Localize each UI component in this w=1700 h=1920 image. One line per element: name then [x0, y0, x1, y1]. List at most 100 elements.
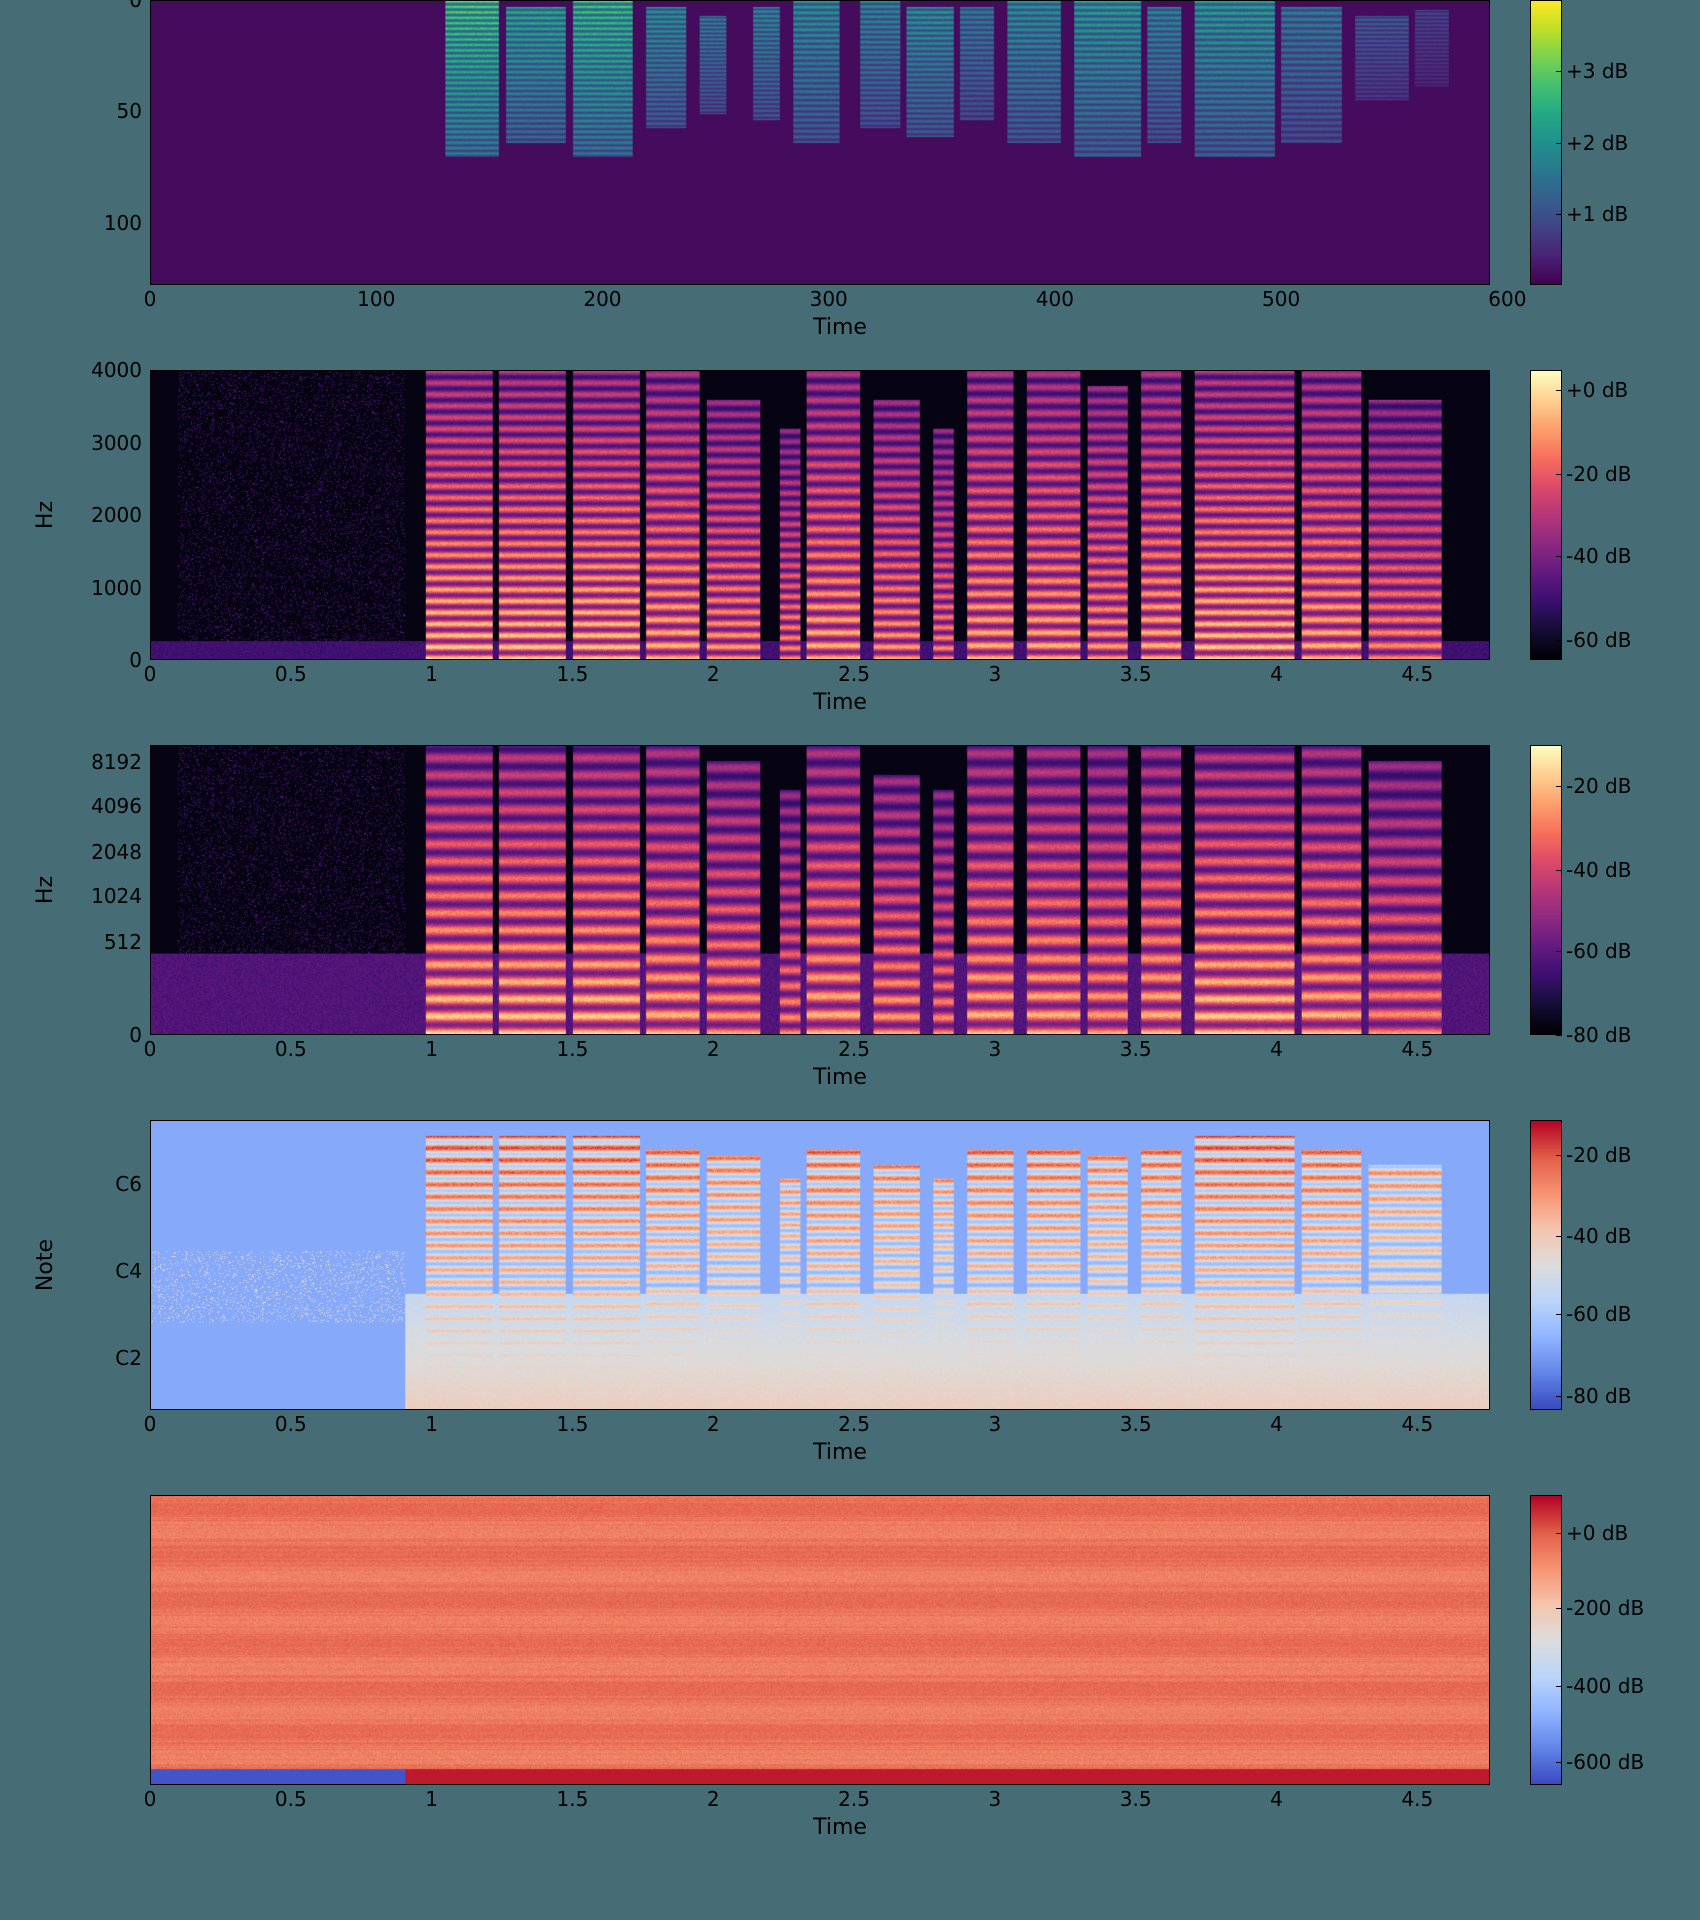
- colorbar-tick: -20 dB: [1566, 1143, 1631, 1167]
- colorbar-tick: +2 dB: [1566, 131, 1628, 155]
- colorbar-ticks: -80 dB-60 dB-40 dB-20 dB: [1562, 1120, 1680, 1410]
- x-axis-label: Time: [150, 315, 1530, 370]
- ylabel-slot: [20, 0, 70, 285]
- x-tick: 0: [144, 1787, 157, 1811]
- x-tick: 1.5: [557, 1787, 589, 1811]
- y-tick: 512: [104, 930, 142, 954]
- x-axis-label: Time: [150, 1815, 1530, 1870]
- spectrogram-canvas: [151, 371, 1489, 659]
- x-tick: 3.5: [1120, 1037, 1152, 1061]
- x-tick: 2: [707, 662, 720, 686]
- colorbar: +1 dB +2 dB +3 dB: [1530, 0, 1680, 285]
- y-axis-label: Hz: [33, 501, 58, 529]
- spectrogram-figure: 050100+1 dB+2 dB+3 dB0100200300400500600…: [0, 0, 1700, 1910]
- x-tick: 3: [989, 1037, 1002, 1061]
- colorbar-tick: -40 dB: [1566, 544, 1631, 568]
- colorbar-tick: +3 dB: [1566, 59, 1628, 83]
- colorbar-tick: -60 dB: [1566, 1302, 1631, 1326]
- y-tick: 2000: [91, 503, 142, 527]
- colorbar-tick: -20 dB: [1566, 774, 1631, 798]
- panel-p3: NoteC2C4C6-80 dB-60 dB-40 dB-20 dB: [20, 1120, 1680, 1410]
- x-tick: 3: [989, 1412, 1002, 1436]
- colorbar-tick: -40 dB: [1566, 858, 1631, 882]
- spectrogram-canvas: [151, 1, 1489, 284]
- colorbar-tick: -80 dB: [1566, 1023, 1631, 1047]
- x-tick: 600: [1488, 287, 1526, 311]
- spectrogram-canvas: [151, 1496, 1489, 1784]
- x-tick: 4: [1270, 1412, 1283, 1436]
- y-axis-label: Hz: [33, 876, 58, 904]
- x-tick: 0.5: [275, 1787, 307, 1811]
- y-tick: 0: [129, 1023, 142, 1047]
- colorbar-tick: -20 dB: [1566, 462, 1631, 486]
- x-tick: 2.5: [838, 1412, 870, 1436]
- x-ticks: 00.511.522.533.544.5: [150, 1035, 1530, 1065]
- y-tick: 4000: [91, 358, 142, 382]
- y-tick: 4096: [91, 794, 142, 818]
- x-tick: 4: [1270, 662, 1283, 686]
- y-tick: C6: [115, 1172, 142, 1196]
- colorbar-canvas: [1531, 1121, 1561, 1409]
- x-tick: 1: [425, 1787, 438, 1811]
- x-tick: 3.5: [1120, 662, 1152, 686]
- x-tick: 1.5: [557, 662, 589, 686]
- ylabel-slot: Note: [20, 1120, 70, 1410]
- x-tick: 2.5: [838, 1787, 870, 1811]
- x-tick: 3.5: [1120, 1787, 1152, 1811]
- x-tick: 400: [1036, 287, 1074, 311]
- x-tick: 0: [144, 287, 157, 311]
- ylabel-slot: Hz: [20, 745, 70, 1035]
- x-ticks: 00.511.522.533.544.5: [150, 1410, 1530, 1440]
- plot-area: [150, 370, 1490, 660]
- x-ticks: 00.511.522.533.544.5: [150, 1785, 1530, 1815]
- colorbar-tick: -80 dB: [1566, 1384, 1631, 1408]
- colorbar-canvas: [1531, 1496, 1561, 1784]
- x-tick: 4: [1270, 1037, 1283, 1061]
- y-ticks: 01000200030004000: [70, 370, 150, 660]
- colorbar-tick: -60 dB: [1566, 939, 1631, 963]
- colorbar-ticks: +1 dB +2 dB +3 dB: [1562, 0, 1680, 285]
- colorbar-tick: -60 dB: [1566, 628, 1631, 652]
- x-tick: 0.5: [275, 1412, 307, 1436]
- y-tick: 8192: [91, 750, 142, 774]
- y-tick: 2048: [91, 840, 142, 864]
- y-tick: C2: [115, 1346, 142, 1370]
- y-tick: 1000: [91, 576, 142, 600]
- x-ticks: 00.511.522.533.544.5: [150, 660, 1530, 690]
- x-tick: 500: [1262, 287, 1300, 311]
- x-tick: 1.5: [557, 1037, 589, 1061]
- y-tick: 1024: [91, 884, 142, 908]
- y-tick: 0: [129, 0, 142, 12]
- plot-area: [150, 745, 1490, 1035]
- ylabel-slot: Hz: [20, 370, 70, 660]
- x-tick: 1.5: [557, 1412, 589, 1436]
- y-ticks: [70, 1495, 150, 1785]
- colorbar-ticks: -80 dB-60 dB-40 dB-20 dB: [1562, 745, 1680, 1035]
- panel-p0: 050100+1 dB+2 dB+3 dB: [20, 0, 1680, 285]
- y-axis-label: Note: [33, 1239, 58, 1291]
- colorbar: -600 dB-400 dB-200 dB+0 dB: [1530, 1495, 1680, 1785]
- panel-p1: Hz01000200030004000-60 dB-40 dB-20 dB+0 …: [20, 370, 1680, 660]
- x-tick: 300: [810, 287, 848, 311]
- y-ticks: C2C4C6: [70, 1120, 150, 1410]
- x-tick: 4.5: [1401, 1787, 1433, 1811]
- x-tick: 3: [989, 662, 1002, 686]
- colorbar: -80 dB-60 dB-40 dB-20 dB: [1530, 745, 1680, 1035]
- ylabel-slot: [20, 1495, 70, 1785]
- y-tick: 0: [129, 648, 142, 672]
- plot-area: [150, 1495, 1490, 1785]
- colorbar-tick: +1 dB: [1566, 202, 1628, 226]
- x-tick: 100: [357, 287, 395, 311]
- x-tick: 0.5: [275, 662, 307, 686]
- x-ticks: 0100200300400500600: [150, 285, 1530, 315]
- y-ticks: 05121024204840968192: [70, 745, 150, 1035]
- x-tick: 0: [144, 662, 157, 686]
- x-tick: 0: [144, 1412, 157, 1436]
- colorbar-ticks: -600 dB-400 dB-200 dB+0 dB: [1562, 1495, 1680, 1785]
- x-tick: 1: [425, 1412, 438, 1436]
- colorbar-tick: -600 dB: [1566, 1750, 1644, 1774]
- x-tick: 2: [707, 1787, 720, 1811]
- x-tick: 2.5: [838, 1037, 870, 1061]
- colorbar-tick: -200 dB: [1566, 1596, 1644, 1620]
- x-tick: 2: [707, 1412, 720, 1436]
